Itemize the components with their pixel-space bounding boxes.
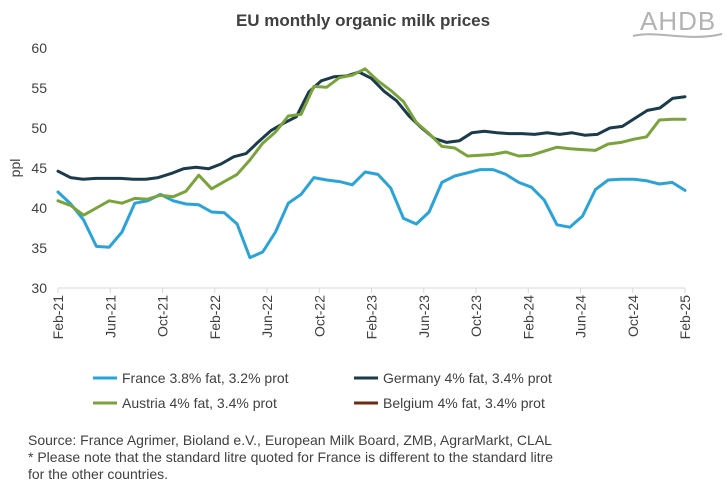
legend-label-austria: Austria 4% fat, 3.4% prot xyxy=(122,395,277,411)
y-axis-label: ppl xyxy=(7,159,23,178)
y-tick-label: 40 xyxy=(31,200,47,216)
footnote-note-line-1: * Please note that the standard litre qu… xyxy=(28,449,554,465)
legend-item-germany[interactable]: Germany 4% fat, 3.4% prot xyxy=(354,370,552,386)
x-tick-label: Feb-25 xyxy=(677,295,693,340)
x-tick-label: Oct-21 xyxy=(155,295,171,337)
x-tick-label: Oct-24 xyxy=(625,295,641,337)
y-tick-label: 60 xyxy=(31,40,47,56)
legend-item-austria[interactable]: Austria 4% fat, 3.4% prot xyxy=(93,395,277,411)
logo-swoosh xyxy=(632,33,723,38)
y-tick-label: 30 xyxy=(31,280,47,296)
x-tick-label: Jun-24 xyxy=(573,295,589,338)
footnote-note-line-2: for the other countries. xyxy=(28,466,169,482)
x-tick-label: Feb-24 xyxy=(520,295,536,340)
x-tick-label: Feb-22 xyxy=(207,295,223,340)
y-tick-label: 45 xyxy=(31,160,47,176)
legend: France 3.8% fat, 3.2% prot Germany 4% fa… xyxy=(93,370,552,411)
series-line-germany xyxy=(56,70,687,181)
legend-label-france: France 3.8% fat, 3.2% prot xyxy=(122,370,289,386)
legend-label-germany: Germany 4% fat, 3.4% prot xyxy=(383,370,552,386)
legend-label-belgium: Belgium 4% fat, 3.4% prot xyxy=(383,395,545,411)
y-ticks: 30 35 40 45 50 55 60 xyxy=(31,40,47,296)
footnote-source: Source: France Agrimer, Bioland e.V., Eu… xyxy=(28,432,552,448)
x-tick-label: Oct-23 xyxy=(468,295,484,337)
y-tick-label: 55 xyxy=(31,80,47,96)
x-tick-label: Jun-22 xyxy=(259,295,275,338)
series-line-france xyxy=(56,168,687,260)
x-ticks: Feb-21 Jun-21 Oct-21 Feb-22 Jun-22 Oct-22 Feb-… xyxy=(50,288,693,339)
legend-item-france[interactable]: France 3.8% fat, 3.2% prot xyxy=(93,370,289,386)
y-tick-label: 50 xyxy=(31,120,47,136)
chart-title: EU monthly organic milk prices xyxy=(236,11,490,30)
logo-text: AHDB xyxy=(640,6,716,36)
x-tick-label: Jun-21 xyxy=(102,295,118,338)
series-line-austria xyxy=(56,67,687,217)
legend-item-belgium[interactable]: Belgium 4% fat, 3.4% prot xyxy=(354,395,545,411)
x-tick-label: Jun-23 xyxy=(416,295,432,338)
footnote: Source: France Agrimer, Bioland e.V., Eu… xyxy=(28,432,718,483)
x-tick-label: Feb-23 xyxy=(364,295,380,340)
ahdb-logo: AHDB xyxy=(632,6,723,38)
x-tick-label: Oct-22 xyxy=(311,295,327,337)
series-lines xyxy=(56,67,687,260)
y-tick-label: 35 xyxy=(31,240,47,256)
x-tick-label: Feb-21 xyxy=(50,295,66,340)
